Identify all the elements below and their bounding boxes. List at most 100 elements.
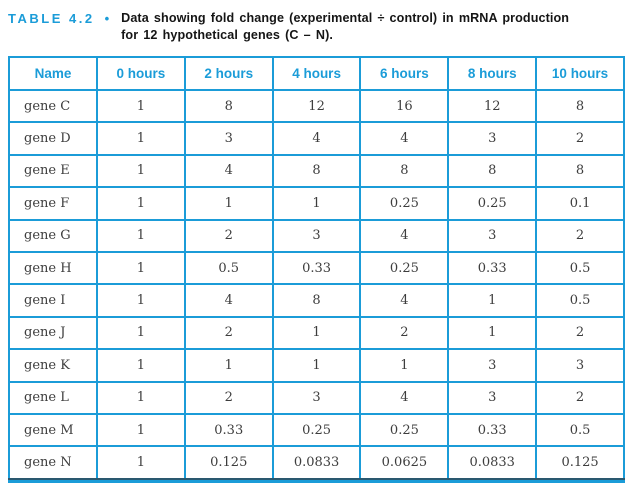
value-cell: 1 [96, 412, 186, 448]
col-header-name: Name [8, 56, 98, 91]
value-cell: 1 [271, 348, 362, 383]
table-row: gene C 1 8 12 16 12 8 [8, 88, 625, 124]
gene-name-cell: gene N [8, 445, 98, 480]
col-header-2h: 2 hours [183, 56, 274, 91]
value-cell: 1 [96, 348, 186, 383]
value-cell: 4 [183, 283, 274, 318]
value-cell: 0.125 [183, 445, 274, 480]
value-cell: 0.5 [535, 283, 625, 318]
table-bottom-rule [8, 477, 625, 483]
value-cell: 16 [359, 88, 450, 124]
value-cell: 2 [535, 315, 625, 351]
fold-change-table: Name 0 hours 2 hours 4 hours 6 hours 8 h… [8, 56, 625, 480]
value-cell: 1 [96, 445, 186, 480]
value-cell: 0.5 [183, 250, 274, 286]
col-header-8h: 8 hours [447, 56, 538, 91]
gene-name-cell: gene D [8, 121, 98, 156]
value-cell: 2 [183, 315, 274, 351]
value-cell: 4 [359, 283, 450, 318]
value-cell: 3 [271, 218, 362, 253]
value-cell: 0.25 [359, 412, 450, 448]
table-row: gene I 1 4 8 4 1 0.5 [8, 283, 625, 318]
bullet-icon: • [104, 11, 110, 26]
value-cell: 2 [535, 218, 625, 253]
value-cell: 4 [183, 153, 274, 189]
col-header-10h: 10 hours [535, 56, 625, 91]
value-cell: 0.1 [535, 186, 625, 221]
value-cell: 8 [271, 153, 362, 189]
gene-name-cell: gene I [8, 283, 98, 318]
table-row: gene N 1 0.125 0.0833 0.0625 0.0833 0.12… [8, 445, 625, 480]
value-cell: 1 [96, 121, 186, 156]
value-cell: 0.5 [535, 250, 625, 286]
value-cell: 8 [535, 88, 625, 124]
table-row: gene J 1 2 1 2 1 2 [8, 315, 625, 351]
value-cell: 8 [447, 153, 538, 189]
value-cell: 4 [359, 121, 450, 156]
value-cell: 0.0833 [271, 445, 362, 480]
value-cell: 3 [183, 121, 274, 156]
table-row: gene M 1 0.33 0.25 0.25 0.33 0.5 [8, 412, 625, 448]
value-cell: 0.33 [271, 250, 362, 286]
value-cell: 2 [183, 218, 274, 253]
gene-name-cell: gene E [8, 153, 98, 189]
value-cell: 1 [96, 218, 186, 253]
col-header-6h: 6 hours [359, 56, 450, 91]
value-cell: 4 [359, 380, 450, 415]
value-cell: 3 [535, 348, 625, 383]
value-cell: 8 [535, 153, 625, 189]
value-cell: 2 [183, 380, 274, 415]
caption-text: Data showing fold change (experimental ÷… [121, 10, 569, 44]
value-cell: 1 [271, 315, 362, 351]
table-row: gene H 1 0.5 0.33 0.25 0.33 0.5 [8, 250, 625, 286]
value-cell: 3 [447, 348, 538, 383]
gene-name-cell: gene C [8, 88, 98, 124]
value-cell: 1 [96, 153, 186, 189]
value-cell: 12 [447, 88, 538, 124]
col-header-4h: 4 hours [271, 56, 362, 91]
value-cell: 2 [535, 380, 625, 415]
gene-name-cell: gene G [8, 218, 98, 253]
gene-name-cell: gene J [8, 315, 98, 351]
table-number-label: TABLE 4.2 [8, 11, 95, 26]
table-row: gene G 1 2 3 4 3 2 [8, 218, 625, 253]
value-cell: 1 [96, 315, 186, 351]
table-row: gene L 1 2 3 4 3 2 [8, 380, 625, 415]
value-cell: 3 [271, 380, 362, 415]
value-cell: 1 [96, 283, 186, 318]
value-cell: 12 [271, 88, 362, 124]
table-caption: TABLE 4.2 • Data showing fold change (ex… [8, 10, 625, 44]
gene-name-cell: gene M [8, 412, 98, 448]
value-cell: 1 [96, 380, 186, 415]
value-cell: 1 [359, 348, 450, 383]
value-cell: 1 [96, 186, 186, 221]
value-cell: 0.25 [359, 186, 450, 221]
table-row: gene K 1 1 1 1 3 3 [8, 348, 625, 383]
value-cell: 4 [359, 218, 450, 253]
value-cell: 3 [447, 121, 538, 156]
value-cell: 2 [535, 121, 625, 156]
caption-line-2: for 12 hypothetical genes (C – N). [121, 28, 333, 42]
value-cell: 0.33 [447, 250, 538, 286]
value-cell: 0.125 [535, 445, 625, 480]
gene-name-cell: gene H [8, 250, 98, 286]
value-cell: 0.25 [447, 186, 538, 221]
caption-line-1: Data showing fold change (experimental ÷… [121, 11, 570, 25]
value-cell: 1 [96, 250, 186, 286]
value-cell: 8 [359, 153, 450, 189]
value-cell: 0.25 [359, 250, 450, 286]
value-cell: 1 [96, 88, 186, 124]
header-row: Name 0 hours 2 hours 4 hours 6 hours 8 h… [8, 56, 625, 91]
value-cell: 3 [447, 218, 538, 253]
value-cell: 0.33 [447, 412, 538, 448]
table-row: gene F 1 1 1 0.25 0.25 0.1 [8, 186, 625, 221]
value-cell: 3 [447, 380, 538, 415]
value-cell: 1 [183, 348, 274, 383]
value-cell: 0.0833 [447, 445, 538, 480]
value-cell: 1 [447, 315, 538, 351]
col-header-0h: 0 hours [96, 56, 186, 91]
value-cell: 0.25 [271, 412, 362, 448]
value-cell: 0.33 [183, 412, 274, 448]
value-cell: 4 [271, 121, 362, 156]
